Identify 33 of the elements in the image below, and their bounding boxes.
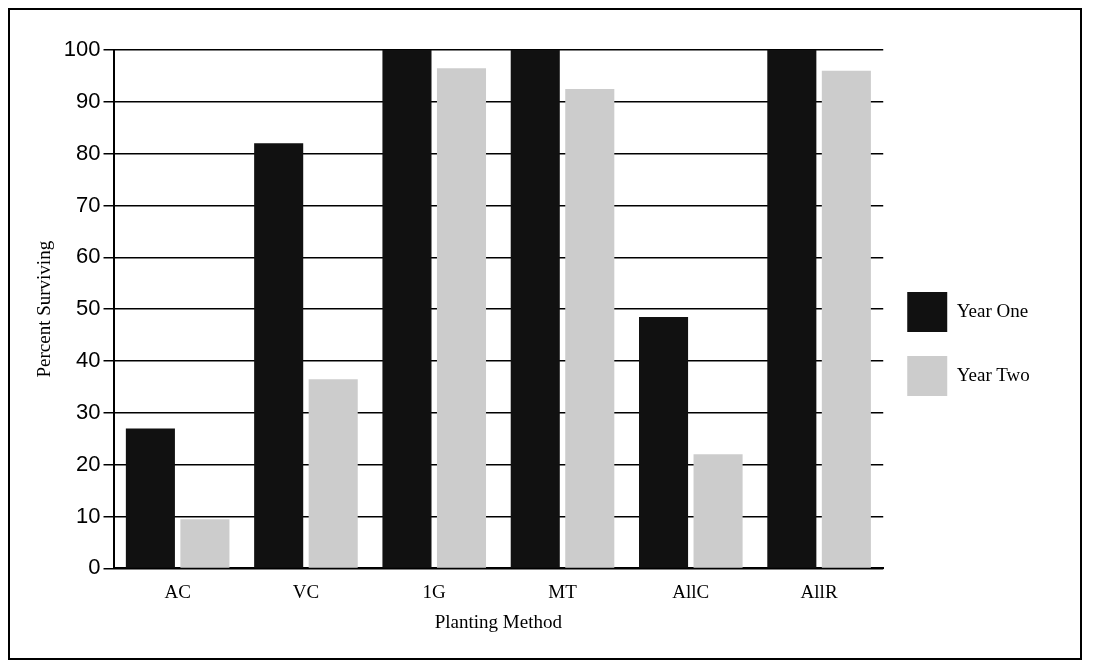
x-tick-label: MT: [548, 580, 578, 602]
y-tick-label: 90: [76, 87, 101, 113]
x-tick-label: AllC: [672, 580, 710, 602]
y-axis-title: Percent Surviving: [33, 240, 55, 378]
bar: [308, 379, 358, 568]
x-tick-label: AC: [164, 580, 191, 602]
y-tick-label: 20: [76, 450, 101, 476]
bar: [693, 454, 743, 568]
bar: [510, 50, 560, 568]
y-tick-label: 60: [76, 243, 101, 269]
legend-label: Year Two: [956, 363, 1030, 385]
bar: [821, 70, 871, 568]
y-tick-label: 50: [76, 295, 101, 321]
bar: [639, 316, 689, 568]
y-tick-label: 100: [63, 36, 101, 62]
bar: [382, 50, 432, 568]
y-tick-label: 10: [76, 502, 101, 528]
x-tick-label: AllR: [800, 580, 838, 602]
x-tick-label: 1G: [422, 580, 447, 602]
y-tick-label: 70: [76, 191, 101, 217]
y-tick-label: 0: [88, 554, 101, 580]
bar: [436, 68, 487, 568]
y-tick-label: 80: [76, 139, 101, 165]
bar: [565, 88, 615, 568]
bar: [767, 50, 817, 568]
x-tick-label: VC: [292, 580, 320, 602]
y-tick-label: 40: [76, 347, 101, 373]
legend-label: Year One: [956, 299, 1029, 321]
bar: [254, 143, 304, 568]
bar: [180, 519, 230, 568]
bar: [125, 428, 175, 568]
y-tick-label: 30: [76, 398, 101, 424]
x-axis-title: Planting Method: [434, 610, 563, 632]
